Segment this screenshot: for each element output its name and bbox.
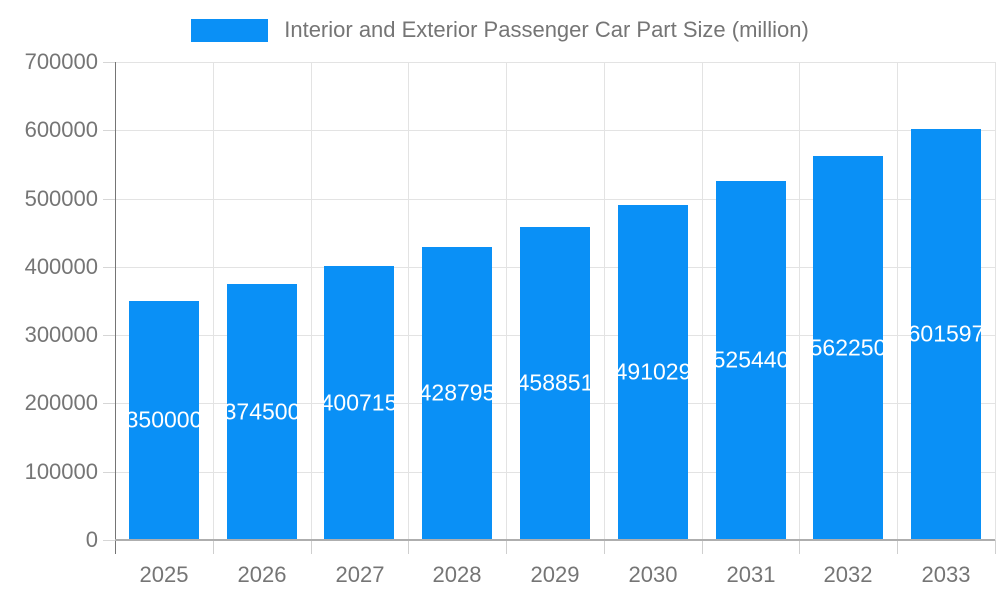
y-gridline bbox=[115, 199, 995, 200]
x-axis-tick-label: 2027 bbox=[335, 562, 385, 587]
bar-value-label: 350000 bbox=[129, 406, 199, 433]
y-axis-tick bbox=[103, 130, 115, 131]
bar-2026[interactable]: 374500 bbox=[227, 284, 297, 539]
x-gridline bbox=[213, 62, 214, 540]
bar-2031[interactable]: 525440 bbox=[716, 181, 786, 539]
x-axis-line bbox=[115, 539, 995, 541]
bar-value-label: 601597 bbox=[911, 320, 981, 347]
x-axis-tick bbox=[408, 540, 409, 554]
bar-2032[interactable]: 562250 bbox=[813, 156, 883, 539]
x-gridline bbox=[506, 62, 507, 540]
y-axis-tick bbox=[103, 267, 115, 268]
x-gridline bbox=[604, 62, 605, 540]
x-axis-tick bbox=[311, 540, 312, 554]
x-axis-tick bbox=[995, 540, 996, 554]
x-axis-tick-label: 2031 bbox=[726, 562, 776, 587]
bar-value-label: 428795 bbox=[422, 379, 492, 406]
x-axis-tick bbox=[702, 540, 703, 554]
x-axis-tick-label: 2028 bbox=[432, 562, 482, 587]
y-axis-tick-label: 500000 bbox=[24, 186, 98, 211]
x-axis-tick bbox=[604, 540, 605, 554]
y-axis-tick-label: 600000 bbox=[24, 117, 98, 142]
x-axis-tick-label: 2033 bbox=[921, 562, 971, 587]
y-axis-tick bbox=[103, 335, 115, 336]
y-axis-tick-label: 200000 bbox=[24, 390, 98, 415]
x-axis-tick bbox=[213, 540, 214, 554]
bar-2028[interactable]: 428795 bbox=[422, 247, 492, 539]
x-axis-tick-label: 2030 bbox=[628, 562, 678, 587]
bar-2027[interactable]: 400715 bbox=[324, 266, 394, 539]
bar-2029[interactable]: 458851 bbox=[520, 227, 590, 539]
x-axis-tick-label: 2029 bbox=[530, 562, 580, 587]
y-axis-tick-label: 0 bbox=[85, 527, 98, 552]
x-axis-tick bbox=[799, 540, 800, 554]
x-axis-tick-label: 2025 bbox=[139, 562, 189, 587]
y-axis-tick-label: 700000 bbox=[24, 49, 98, 74]
y-axis-tick-label: 100000 bbox=[24, 459, 98, 484]
x-axis-tick bbox=[897, 540, 898, 554]
y-axis-line bbox=[115, 62, 116, 554]
y-axis-tick bbox=[103, 540, 115, 541]
bar-value-label: 491029 bbox=[618, 358, 688, 385]
x-axis-tick-label: 2026 bbox=[237, 562, 287, 587]
bar-value-label: 400715 bbox=[324, 389, 394, 415]
y-axis-tick-label: 400000 bbox=[24, 254, 98, 279]
x-axis-tick-label: 2032 bbox=[823, 562, 873, 587]
y-gridline bbox=[115, 130, 995, 131]
y-axis-tick bbox=[103, 472, 115, 473]
x-gridline bbox=[408, 62, 409, 540]
bar-2030[interactable]: 491029 bbox=[618, 205, 688, 539]
x-gridline bbox=[995, 62, 996, 540]
bar-value-label: 525440 bbox=[716, 346, 786, 373]
y-gridline bbox=[115, 62, 995, 63]
y-axis-tick bbox=[103, 199, 115, 200]
chart-legend[interactable]: Interior and Exterior Passenger Car Part… bbox=[0, 12, 1000, 48]
bar-2025[interactable]: 350000 bbox=[129, 301, 199, 539]
bar-value-label: 458851 bbox=[520, 369, 590, 396]
y-axis-tick bbox=[103, 62, 115, 63]
x-gridline bbox=[897, 62, 898, 540]
bar-value-label: 562250 bbox=[813, 334, 883, 360]
bar-value-label: 374500 bbox=[227, 398, 297, 424]
y-axis-tick bbox=[103, 403, 115, 404]
y-axis-tick-label: 300000 bbox=[24, 322, 98, 347]
bar-2033[interactable]: 601597 bbox=[911, 129, 981, 539]
x-gridline bbox=[799, 62, 800, 540]
legend-series-label: Interior and Exterior Passenger Car Part… bbox=[284, 17, 809, 42]
x-gridline bbox=[311, 62, 312, 540]
legend-swatch-icon bbox=[191, 18, 269, 42]
x-gridline bbox=[702, 62, 703, 540]
x-axis-tick bbox=[506, 540, 507, 554]
